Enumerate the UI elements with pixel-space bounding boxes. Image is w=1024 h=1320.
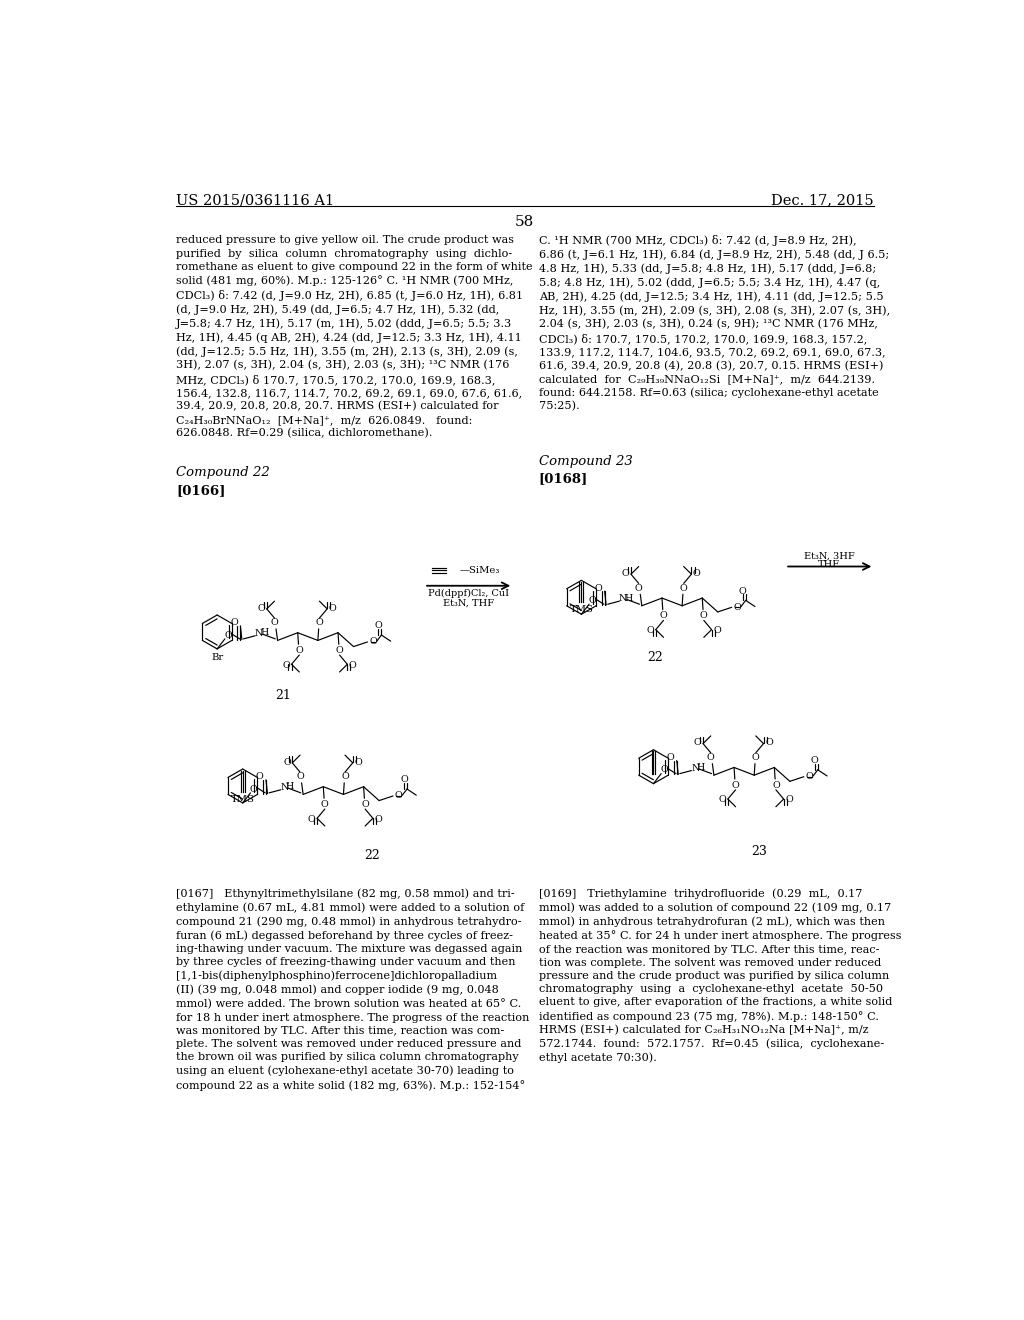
Text: O: O <box>785 796 793 804</box>
Text: O: O <box>659 611 668 620</box>
Text: O: O <box>719 796 726 804</box>
Text: O: O <box>752 752 760 762</box>
Text: O: O <box>738 586 746 595</box>
Text: —SiMe₃: —SiMe₃ <box>460 566 500 574</box>
Text: O: O <box>296 772 304 781</box>
Text: O: O <box>707 752 715 762</box>
Text: [0166]: [0166] <box>176 484 225 498</box>
Text: N: N <box>691 764 699 772</box>
Text: 22: 22 <box>365 849 380 862</box>
Text: O: O <box>308 814 315 824</box>
Text: O: O <box>635 583 643 593</box>
Text: O: O <box>805 772 813 781</box>
Text: O: O <box>283 758 291 767</box>
Text: O: O <box>646 626 654 635</box>
Text: 58: 58 <box>515 215 535 230</box>
Text: Br: Br <box>211 653 223 661</box>
Text: O: O <box>765 738 773 747</box>
Text: O: O <box>375 622 382 630</box>
Text: reduced pressure to give yellow oil. The crude product was
purified  by  silica : reduced pressure to give yellow oil. The… <box>176 235 532 438</box>
Text: Et₃N, 3HF: Et₃N, 3HF <box>804 552 855 560</box>
Text: O: O <box>354 758 362 767</box>
Text: O: O <box>230 618 238 627</box>
Text: Pd(dppf)Cl₂, CuI: Pd(dppf)Cl₂, CuI <box>428 589 510 598</box>
Text: O: O <box>693 738 701 747</box>
Text: Compound 22: Compound 22 <box>176 466 269 479</box>
Text: O: O <box>394 792 402 800</box>
Text: Et₃N, THF: Et₃N, THF <box>443 598 495 607</box>
Text: TMS: TMS <box>569 605 593 614</box>
Text: 22: 22 <box>647 651 663 664</box>
Text: O: O <box>622 569 630 578</box>
Text: N: N <box>281 783 289 792</box>
Text: O: O <box>257 603 265 612</box>
Text: O: O <box>595 583 602 593</box>
Text: O: O <box>693 569 700 578</box>
Text: O: O <box>256 772 263 781</box>
Text: O: O <box>700 611 708 620</box>
Text: O: O <box>772 780 779 789</box>
Text: H: H <box>260 628 268 638</box>
Text: N: N <box>620 594 628 603</box>
Text: O: O <box>224 631 231 639</box>
Text: O: O <box>680 583 687 593</box>
Text: O: O <box>250 784 257 793</box>
Text: [0167]   Ethynyltrimethylsilane (82 mg, 0.58 mmol) and tri-
ethylamine (0.67 mL,: [0167] Ethynyltrimethylsilane (82 mg, 0.… <box>176 888 529 1090</box>
Text: O: O <box>667 752 675 762</box>
Text: O: O <box>329 603 337 612</box>
Text: O: O <box>270 618 279 627</box>
Text: O: O <box>811 756 818 766</box>
Text: O: O <box>713 626 721 635</box>
Text: US 2015/0361116 A1: US 2015/0361116 A1 <box>176 193 334 207</box>
Text: N: N <box>255 630 263 638</box>
Text: Dec. 17, 2015: Dec. 17, 2015 <box>771 193 873 207</box>
Text: H: H <box>625 594 633 602</box>
Text: O: O <box>733 603 741 611</box>
Text: O: O <box>369 638 377 647</box>
Text: O: O <box>361 800 369 809</box>
Text: O: O <box>315 618 324 627</box>
Text: O: O <box>295 645 303 655</box>
Text: O: O <box>589 595 596 605</box>
Text: O: O <box>321 800 329 809</box>
Text: O: O <box>283 660 290 669</box>
Text: C. ¹H NMR (700 MHz, CDCl₃) δ: 7.42 (d, J=8.9 Hz, 2H),
6.86 (t, J=6.1 Hz, 1H), 6.: C. ¹H NMR (700 MHz, CDCl₃) δ: 7.42 (d, J… <box>539 235 890 412</box>
Text: H: H <box>286 783 294 791</box>
Text: O: O <box>341 772 349 781</box>
Text: Compound 23: Compound 23 <box>539 455 633 467</box>
Text: [0168]: [0168] <box>539 473 588 486</box>
Text: [0169]   Triethylamine  trihydrofluoride  (0.29  mL,  0.17
mmol) was added to a : [0169] Triethylamine trihydrofluoride (0… <box>539 888 901 1064</box>
Text: O: O <box>375 814 382 824</box>
Text: O: O <box>660 766 669 775</box>
Text: O: O <box>400 775 408 784</box>
Text: THF: THF <box>818 561 841 569</box>
Text: O: O <box>349 660 356 669</box>
Text: 23: 23 <box>752 845 768 858</box>
Text: H: H <box>696 763 705 772</box>
Text: O: O <box>336 645 343 655</box>
Text: O: O <box>732 780 739 789</box>
Text: 21: 21 <box>275 689 291 702</box>
Text: TMS: TMS <box>230 796 255 804</box>
